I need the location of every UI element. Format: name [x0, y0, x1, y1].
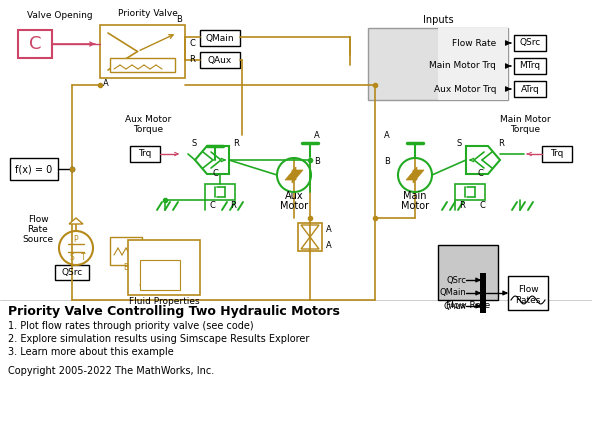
- Text: Aux: Aux: [285, 191, 303, 201]
- Text: Torque: Torque: [510, 126, 540, 135]
- Text: Trq: Trq: [139, 150, 152, 158]
- Text: Main Motor: Main Motor: [500, 115, 551, 124]
- Text: Valve Opening: Valve Opening: [27, 12, 93, 20]
- Text: Torque: Torque: [133, 126, 163, 135]
- Text: R: R: [233, 139, 239, 149]
- Text: Priority Valve: Priority Valve: [118, 9, 178, 17]
- Bar: [298, 223, 322, 251]
- Bar: [514, 58, 546, 74]
- Text: Aux Motor Trq: Aux Motor Trq: [433, 84, 496, 93]
- Text: Flow
Rates: Flow Rates: [515, 285, 540, 305]
- Bar: [368, 28, 508, 100]
- Bar: [110, 237, 142, 265]
- Bar: [110, 58, 175, 72]
- Text: C: C: [477, 170, 483, 178]
- Text: QSrc: QSrc: [62, 268, 83, 277]
- Text: 3. Learn more about this example: 3. Learn more about this example: [8, 347, 173, 357]
- Bar: [200, 52, 240, 68]
- Polygon shape: [69, 218, 83, 224]
- Text: Main Motor Trq: Main Motor Trq: [429, 61, 496, 70]
- Text: A: A: [103, 80, 109, 89]
- Text: Copyright 2005-2022 The MathWorks, Inc.: Copyright 2005-2022 The MathWorks, Inc.: [8, 366, 214, 376]
- Text: Aux Motor: Aux Motor: [125, 115, 171, 124]
- Text: Main: Main: [403, 191, 427, 201]
- Text: Flow: Flow: [28, 216, 49, 225]
- Bar: [140, 260, 180, 290]
- Text: A: A: [326, 241, 332, 250]
- Text: QAux: QAux: [208, 55, 232, 64]
- Text: QSrc: QSrc: [446, 276, 466, 285]
- Text: 1. Plot flow rates through priority valve (see code): 1. Plot flow rates through priority valv…: [8, 321, 253, 331]
- Bar: [10, 158, 58, 180]
- Bar: [438, 28, 508, 100]
- Bar: [514, 81, 546, 97]
- Text: QAux: QAux: [443, 302, 466, 311]
- Bar: [55, 265, 89, 280]
- Bar: [542, 146, 572, 162]
- Polygon shape: [406, 167, 417, 180]
- Polygon shape: [285, 167, 296, 180]
- Text: C: C: [29, 35, 41, 53]
- Text: A: A: [326, 225, 332, 233]
- Bar: [200, 30, 240, 46]
- Polygon shape: [413, 170, 424, 183]
- Text: f(x) = 0: f(x) = 0: [15, 164, 53, 174]
- Text: QMain: QMain: [439, 288, 466, 297]
- Text: A: A: [314, 130, 320, 139]
- Text: Trq: Trq: [551, 150, 564, 158]
- Text: QSrc: QSrc: [519, 38, 540, 48]
- Text: C: C: [480, 201, 486, 210]
- Text: R: R: [230, 201, 236, 210]
- Text: A: A: [384, 130, 390, 139]
- Text: S: S: [69, 253, 74, 262]
- Bar: [455, 184, 485, 200]
- Text: Flow Rate: Flow Rate: [446, 300, 490, 310]
- Text: S: S: [192, 139, 197, 149]
- Bar: [130, 146, 160, 162]
- Text: MTrq: MTrq: [519, 61, 540, 70]
- Text: R: R: [459, 201, 465, 210]
- Text: C: C: [212, 170, 218, 178]
- Text: B: B: [124, 264, 128, 273]
- Text: P: P: [73, 236, 78, 245]
- Text: Flow Rate: Flow Rate: [452, 38, 496, 48]
- Bar: [205, 184, 235, 200]
- Bar: [128, 240, 200, 295]
- Text: Fluid Properties: Fluid Properties: [128, 297, 200, 306]
- Bar: [508, 276, 548, 310]
- Text: B: B: [314, 158, 320, 167]
- Text: Motor: Motor: [280, 201, 308, 211]
- Bar: [438, 245, 498, 300]
- Polygon shape: [292, 170, 303, 183]
- Text: 2. Explore simulation results using Simscape Results Explorer: 2. Explore simulation results using Sims…: [8, 334, 310, 344]
- Text: C: C: [189, 39, 195, 48]
- Bar: [514, 35, 546, 51]
- Text: Rate: Rate: [28, 225, 49, 234]
- Text: Source: Source: [22, 236, 53, 245]
- Text: T: T: [81, 253, 86, 262]
- Text: C: C: [209, 201, 215, 210]
- Text: B: B: [384, 158, 390, 167]
- Bar: [480, 273, 486, 313]
- Text: R: R: [189, 55, 195, 64]
- Text: QMain: QMain: [205, 34, 234, 43]
- Bar: [18, 30, 52, 58]
- Bar: [100, 25, 185, 78]
- Text: B: B: [176, 14, 182, 23]
- Text: R: R: [498, 139, 504, 149]
- Text: Priority Valve Controlling Two Hydraulic Motors: Priority Valve Controlling Two Hydraulic…: [8, 305, 340, 319]
- Text: ATrq: ATrq: [520, 84, 539, 93]
- Text: Inputs: Inputs: [423, 15, 453, 25]
- Text: S: S: [457, 139, 462, 149]
- Text: Motor: Motor: [401, 201, 429, 211]
